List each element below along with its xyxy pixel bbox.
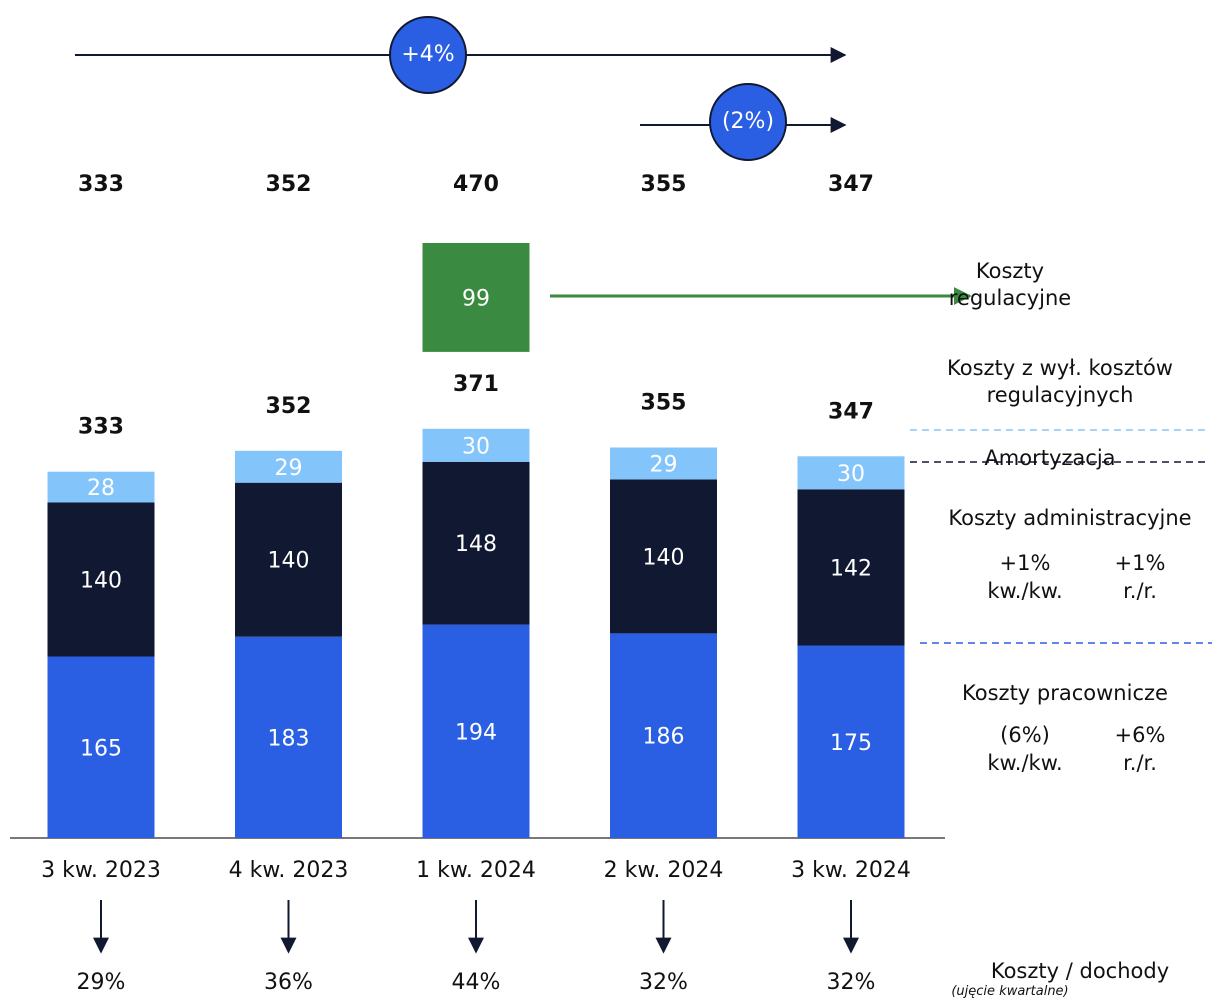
note: r./r.: [1123, 751, 1157, 775]
ratio-label: 29%: [77, 970, 126, 995]
subtotal-label: 333: [78, 415, 124, 440]
ratio-label: 32%: [827, 970, 876, 995]
bar-segment: [422, 243, 530, 352]
data-label: 28: [87, 476, 115, 501]
x-tick-label: 1 kw. 2024: [416, 858, 536, 883]
x-tick-label: 4 kw. 2023: [229, 858, 349, 883]
data-label: 148: [455, 532, 497, 557]
bar-segment: [47, 471, 155, 503]
legend-label: Amortyzacja: [984, 446, 1116, 470]
total-label: 470: [453, 172, 499, 197]
bar-segment: [235, 482, 342, 637]
bar-segment: [422, 624, 530, 838]
legend-label: Koszty regulacyjne: [948, 259, 1072, 310]
bar-segment: [797, 489, 905, 646]
bar-segment: [47, 656, 155, 838]
legend-label: Koszty z wył. kosztów regulacyjnych: [947, 356, 1173, 407]
data-label: 30: [837, 462, 865, 487]
x-tick-label: 3 kw. 2024: [791, 858, 911, 883]
total-label: 347: [828, 172, 874, 197]
subtotal-label: 347: [828, 399, 874, 424]
legend-label: Koszty pracownicze: [962, 681, 1168, 705]
bar-segment: [422, 461, 530, 625]
x-tick-label: 2 kw. 2024: [604, 858, 724, 883]
ratio-title: Koszty / dochody: [990, 959, 1170, 983]
bar-segment: [610, 479, 717, 634]
note: kw./kw.: [987, 751, 1063, 775]
growth-label: (2%): [722, 109, 774, 134]
badge: [709, 83, 787, 161]
ratio-note: (ujęcie kwartalne): [951, 984, 1069, 999]
subtotal-label: 371: [453, 372, 499, 397]
data-label: 186: [643, 725, 685, 750]
note: (6%): [1000, 723, 1050, 747]
ratio-label: 32%: [639, 970, 688, 995]
bar-segment: [422, 428, 530, 462]
data-label: 194: [455, 720, 497, 745]
total-label: 355: [641, 172, 687, 197]
badge: [389, 16, 467, 94]
note: +1%: [1114, 551, 1166, 575]
note: r./r.: [1123, 579, 1157, 603]
data-label: 29: [650, 452, 678, 477]
bar-segment: [47, 502, 155, 657]
legend-label: Koszty administracyjne: [948, 506, 1192, 530]
subtotal-label: 355: [641, 391, 687, 416]
data-label: 30: [462, 434, 490, 459]
data-label: 142: [830, 556, 872, 581]
ratio-label: 36%: [264, 970, 313, 995]
bar-segment: [797, 456, 905, 490]
data-label: 183: [268, 726, 310, 751]
ratio-label: 44%: [452, 970, 501, 995]
x-tick-label: 3 kw. 2023: [41, 858, 161, 883]
data-label: 140: [643, 545, 685, 570]
bar-segment: [235, 636, 342, 838]
note: +1%: [999, 551, 1051, 575]
data-label: 29: [275, 456, 303, 481]
bar-segment: [797, 645, 905, 838]
data-label: 140: [268, 549, 310, 574]
data-label: 99: [462, 286, 490, 311]
data-label: 165: [80, 736, 122, 761]
data-label: 140: [80, 569, 122, 594]
growth-label: +4%: [401, 42, 454, 67]
subtotal-label: 352: [266, 394, 312, 419]
note: kw./kw.: [987, 579, 1063, 603]
total-label: 333: [78, 172, 124, 197]
data-label: 175: [830, 731, 872, 756]
bar-segment: [235, 450, 342, 483]
note: +6%: [1114, 723, 1166, 747]
total-label: 352: [266, 172, 312, 197]
bar-segment: [610, 633, 717, 838]
bar-segment: [610, 447, 717, 480]
